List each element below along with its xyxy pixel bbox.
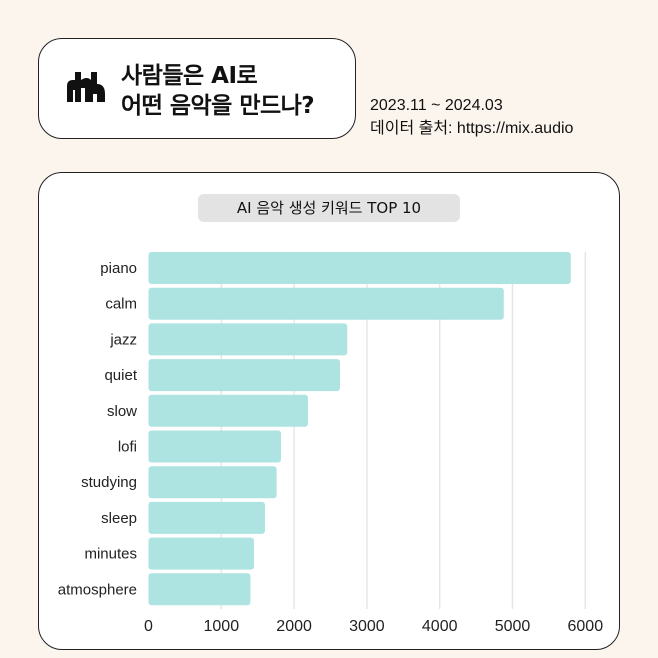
x-tick-label: 2000 (276, 618, 312, 635)
bar-chart: 0 1000 2000 3000 4000 5000 6000 piano calm jazz qu… (58, 252, 604, 635)
meta-info: 2023.11 ~ 2024.03 데이터 출처: https://mix.au… (370, 94, 573, 140)
bar-sleep (148, 501, 265, 534)
y-tick-label: studying (81, 474, 137, 491)
bar-quiet (148, 359, 340, 392)
bar-studying (148, 466, 277, 499)
bar-piano (148, 252, 571, 284)
x-tick-label: 4000 (422, 618, 458, 635)
bar-lofi (148, 430, 281, 463)
bar-slow (148, 394, 308, 427)
y-tick-label: jazz (109, 331, 137, 348)
bar-minutes (148, 537, 255, 570)
mix-audio-logo-icon (67, 72, 105, 102)
page-title: 사람들은 AI로 어떤 음악을 만드나? (121, 61, 315, 121)
y-tick-label: atmosphere (58, 581, 137, 598)
title-line-2: 어떤 음악을 만드나? (121, 93, 315, 119)
title-line-1: 사람들은 AI로 (121, 63, 258, 89)
y-tick-label: slow (107, 403, 137, 420)
y-tick-label: minutes (84, 546, 137, 563)
bar-atmosphere (148, 573, 251, 606)
chart-card: AI 음악 생성 키워드 TOP 10 0 1000 2000 3000 4000 500… (38, 172, 620, 650)
data-source: 데이터 출처: https://mix.audio (370, 120, 574, 137)
period: 2023.11 ~ 2024.03 (370, 97, 503, 114)
x-tick-label: 0 (144, 618, 153, 635)
y-tick-label: lofi (118, 439, 137, 456)
y-tick-label: piano (100, 260, 137, 277)
x-tick-label: 6000 (568, 618, 604, 635)
bar-calm (148, 287, 504, 320)
title-card: 사람들은 AI로 어떤 음악을 만드나? (38, 38, 356, 139)
x-tick-label: 1000 (204, 618, 240, 635)
x-tick-label: 3000 (349, 618, 385, 635)
y-tick-label: sleep (101, 510, 137, 527)
x-tick-label: 5000 (495, 618, 531, 635)
y-tick-label: calm (105, 296, 137, 313)
y-tick-label: quiet (104, 367, 137, 384)
bar-jazz (148, 323, 348, 356)
chart-title: AI 음악 생성 키워드 TOP 10 (198, 194, 460, 222)
